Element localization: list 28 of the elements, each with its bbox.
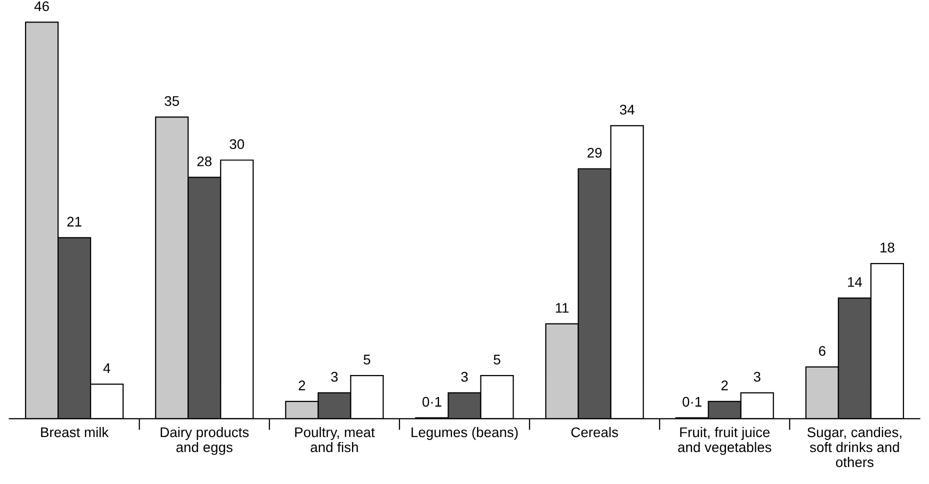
data-label: 3 bbox=[754, 372, 760, 382]
data-label: 3 bbox=[331, 372, 338, 382]
data-label: 14 bbox=[848, 277, 862, 287]
data-label: 0·1 bbox=[682, 396, 702, 407]
x-tick-label: Cereals bbox=[571, 426, 618, 438]
data-label: 30 bbox=[230, 139, 244, 150]
x-tick-label: Sugar, candies, soft drinks and others bbox=[807, 426, 902, 468]
data-label: 46 bbox=[34, 1, 49, 12]
data-label: 18 bbox=[880, 242, 894, 252]
data-label: 5 bbox=[494, 354, 500, 364]
data-label: 0·1 bbox=[422, 396, 442, 407]
data-label: 3 bbox=[461, 372, 468, 382]
x-tick-label: Breast milk bbox=[41, 426, 109, 438]
data-label: 35 bbox=[164, 96, 180, 106]
data-label: 34 bbox=[620, 104, 634, 115]
x-tick-label: Legumes (beans) bbox=[412, 426, 518, 440]
data-label: 28 bbox=[197, 156, 212, 166]
data-label: 11 bbox=[556, 303, 569, 313]
data-label: 5 bbox=[364, 354, 370, 364]
x-tick-label: Poultry, meat and fish bbox=[295, 426, 375, 452]
data-label: 21 bbox=[67, 216, 82, 226]
data-label: 29 bbox=[588, 148, 602, 158]
data-label: 2 bbox=[298, 380, 306, 390]
x-tick-label: Dairy products and eggs bbox=[160, 426, 249, 455]
data-label: 4 bbox=[103, 363, 110, 373]
data-label: 6 bbox=[819, 346, 826, 356]
x-tick-label: Fruit, fruit juice and vegetables bbox=[678, 426, 772, 455]
data-label: 2 bbox=[721, 380, 728, 390]
